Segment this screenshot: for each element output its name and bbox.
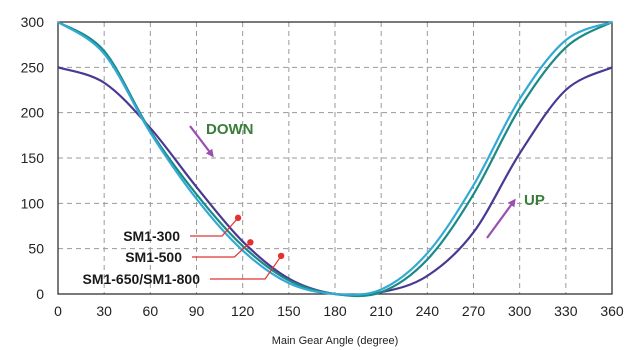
callout-leader [192,241,251,258]
y-tick-labels: 300 250 200 150 100 50 0 [21,14,45,302]
callout-label: SM1-500 [125,249,182,265]
x-tick-label: 0 [54,303,62,319]
y-tick-label: 300 [21,14,45,30]
x-tick-label: 240 [416,303,440,319]
y-tick-label: 0 [36,286,44,302]
x-tick-label: 150 [277,303,301,319]
callout-label: SM1-650/SM1-800 [82,271,200,287]
y-tick-label: 150 [21,150,45,166]
callout-label: SM1-300 [123,228,180,244]
x-tick-labels: 0 30 60 90 120 150 180 210 240 270 300 330 360 [54,303,624,319]
x-tick-label: 180 [323,303,347,319]
y-tick-label: 50 [28,241,44,257]
callouts: SM1-300 SM1-500 SM1-650/SM1-800 [82,214,285,287]
series-line [57,20,613,296]
y-tick-label: 100 [21,195,45,211]
x-tick-label: 360 [600,303,624,319]
x-tick-label: 330 [554,303,578,319]
x-axis-label: Main Gear Angle (degree) [272,335,399,347]
callout-leader [190,217,239,237]
series-lines [57,20,613,298]
callout-marker [247,239,254,246]
x-tick-label: 90 [189,303,205,319]
y-tick-label: 250 [21,59,45,75]
callout-marker [277,252,285,260]
y-tick-label: 200 [21,105,45,121]
callout-marker [234,214,242,222]
down-annotation: DOWN [206,121,254,138]
grid [58,22,612,294]
x-tick-label: 120 [231,303,255,319]
up-arrow [486,198,516,239]
x-tick-label: 210 [369,303,393,319]
x-tick-label: 30 [96,303,112,319]
up-annotation: UP [524,192,545,209]
x-tick-label: 300 [508,303,532,319]
x-tick-label: 270 [462,303,486,319]
x-tick-label: 60 [143,303,159,319]
down-arrow [189,125,214,158]
callout-leader [210,255,282,280]
